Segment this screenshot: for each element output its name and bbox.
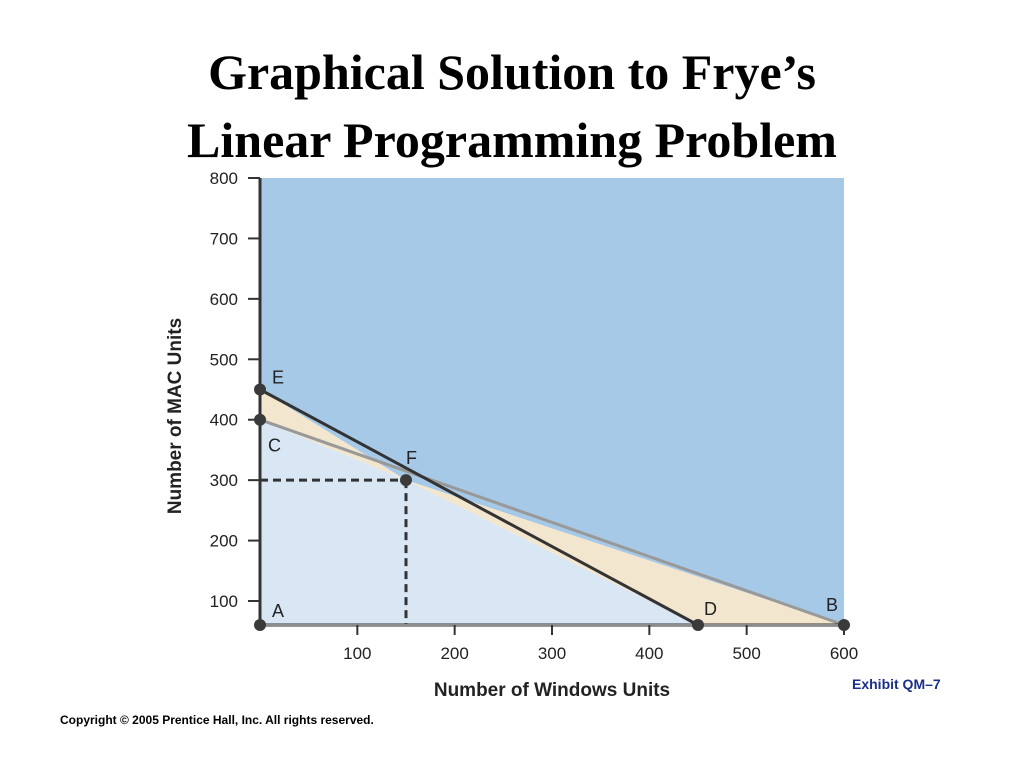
y-tick-label: 500: [210, 350, 238, 369]
y-tick-label: 200: [210, 532, 238, 551]
x-tick-label: 400: [635, 644, 663, 663]
copyright-notice: Copyright © 2005 Prentice Hall, Inc. All…: [60, 713, 374, 727]
slide-title-line-2: Linear Programming Problem: [187, 112, 837, 168]
x-axis-label: Number of Windows Units: [434, 680, 670, 701]
slide-title-line-1: Graphical Solution to Frye’s: [208, 44, 816, 100]
point-f: [400, 474, 412, 487]
exhibit-label: Exhibit QM–7: [852, 676, 941, 692]
y-tick-label: 400: [210, 411, 238, 430]
point-d: [692, 619, 704, 631]
upper-region: [260, 178, 844, 625]
between-region-right: [406, 480, 844, 625]
x-tick-label: 600: [830, 644, 858, 663]
point-label-e: E: [272, 368, 284, 388]
y-tick-label: 800: [210, 169, 238, 188]
point-c: [254, 413, 266, 426]
point-label-c: C: [268, 436, 281, 456]
y-axis-label: Number of MAC Units: [165, 318, 186, 514]
point-label-f: F: [406, 448, 417, 468]
x-tick-label: 500: [732, 644, 760, 663]
constraint-line-cb: [259, 418, 845, 627]
x-tick-label: 300: [538, 644, 566, 663]
y-tick-label: 700: [210, 229, 238, 248]
y-tick-label: 300: [210, 471, 238, 490]
x-tick-label: 100: [343, 644, 371, 663]
constraint-line-ed: [259, 388, 699, 627]
y-tick-label: 600: [210, 290, 238, 309]
y-tick-label: 100: [210, 592, 238, 611]
point-label-a: A: [272, 601, 284, 621]
point-label-d: D: [704, 599, 717, 619]
point-e: [254, 383, 266, 396]
lower-region: [260, 419, 698, 625]
point-a: [254, 619, 266, 631]
point-b: [838, 619, 850, 631]
x-tick-label: 200: [440, 644, 468, 663]
point-label-b: B: [826, 595, 838, 615]
